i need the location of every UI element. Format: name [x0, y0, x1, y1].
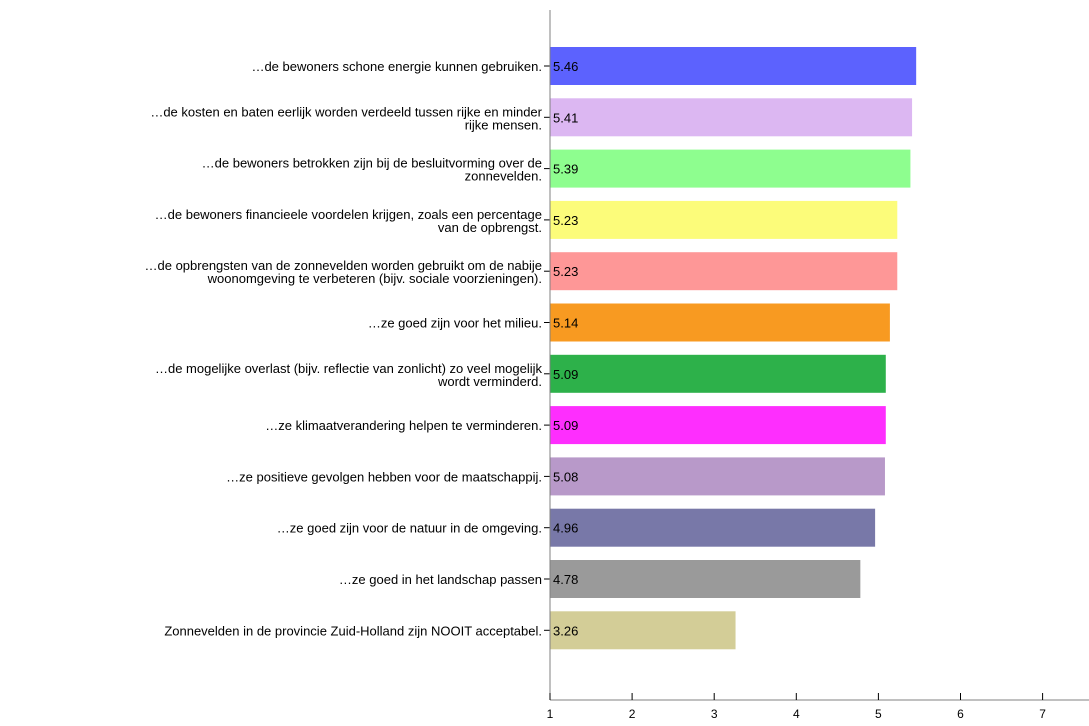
value-label-10: 4.96	[553, 521, 578, 536]
bar-8	[550, 406, 886, 445]
x-tick-label-7: 7	[1039, 707, 1046, 721]
category-label-3: …de bewoners betrokken zijn bij de beslu…	[202, 156, 542, 184]
value-label-7: 5.09	[553, 367, 578, 382]
bar-5	[550, 252, 898, 291]
value-label-6: 5.14	[553, 316, 578, 331]
value-label-2: 5.41	[553, 110, 578, 125]
value-label-9: 5.08	[553, 469, 578, 484]
category-label-12: Zonnevelden in de provincie Zuid-Holland…	[164, 623, 542, 638]
category-label-4: …de bewoners financieele voordelen krijg…	[155, 207, 542, 235]
category-label-line: rijke mensen.	[465, 117, 542, 132]
value-label-8: 5.09	[553, 418, 578, 433]
category-label-11: …ze goed in het landschap passen	[339, 572, 542, 587]
category-label-line: …de bewoners financieele voordelen krijg…	[155, 207, 542, 222]
category-label-9: …ze positieve gevolgen hebben voor de ma…	[226, 469, 542, 484]
value-label-12: 3.26	[553, 623, 578, 638]
category-label-2: …de kosten en baten eerlijk worden verde…	[150, 104, 542, 132]
category-label-line: …de opbrengsten van de zonnevelden worde…	[145, 258, 543, 273]
category-label-1: …de bewoners schone energie kunnen gebru…	[251, 59, 542, 74]
value-label-4: 5.23	[553, 213, 578, 228]
category-label-6: …ze goed zijn voor het milieu.	[368, 316, 542, 331]
bar-12	[550, 611, 736, 650]
category-label-line: woonomgeving te verbeteren (bijv. social…	[207, 271, 542, 286]
category-label-line: …ze positieve gevolgen hebben voor de ma…	[226, 469, 542, 484]
x-axis: 1 2 3 4 5 6 7	[547, 693, 1089, 721]
value-label-5: 5.23	[553, 264, 578, 279]
category-label-line: …ze goed in het landschap passen	[339, 572, 542, 587]
bar-9	[550, 457, 885, 496]
category-label-line: van de opbrengst.	[438, 220, 542, 235]
x-tick-label-2: 2	[629, 707, 636, 721]
bar-2	[550, 98, 913, 137]
category-label-line: …ze goed zijn voor de natuur in de omgev…	[277, 521, 542, 536]
category-label-line: …de bewoners schone energie kunnen gebru…	[251, 59, 542, 74]
category-label-5: …de opbrengsten van de zonnevelden worde…	[145, 258, 543, 286]
bar-1	[550, 47, 917, 85]
category-label-10: …ze goed zijn voor de natuur in de omgev…	[277, 521, 542, 536]
value-label-1: 5.46	[553, 59, 578, 74]
category-label-line: …de bewoners betrokken zijn bij de beslu…	[202, 156, 542, 171]
category-label-line: …ze klimaatverandering helpen te vermind…	[265, 418, 542, 433]
x-tick-label-3: 3	[711, 707, 718, 721]
bar-3	[550, 149, 911, 188]
value-label-11: 4.78	[553, 572, 578, 587]
bar-10	[550, 508, 876, 547]
x-tick-label-1: 1	[547, 707, 554, 721]
category-label-line: zonnevelden.	[465, 169, 542, 184]
category-label-line: …de mogelijke overlast (bijv. reflectie …	[155, 361, 543, 376]
category-label-line: wordt verminderd.	[437, 374, 542, 389]
category-label-line: …de kosten en baten eerlijk worden verde…	[150, 104, 542, 119]
category-label-line: …ze goed zijn voor het milieu.	[368, 316, 542, 331]
category-label-line: Zonnevelden in de provincie Zuid-Holland…	[164, 623, 542, 638]
bars-group	[544, 47, 917, 650]
x-tick-label-6: 6	[957, 707, 964, 721]
value-labels-group: 5.46 5.41 5.39 5.23 5.23 5.14 5.09 5.09 5.08 4.96…	[553, 59, 578, 638]
bar-7	[550, 354, 886, 393]
bar-4	[550, 200, 898, 239]
category-label-7: …de mogelijke overlast (bijv. reflectie …	[155, 361, 543, 389]
bar-6	[550, 303, 890, 342]
bar-11	[550, 560, 861, 598]
category-labels-group: …de bewoners schone energie kunnen gebru…	[145, 59, 543, 638]
x-tick-label-4: 4	[793, 707, 800, 721]
x-tick-label-5: 5	[875, 707, 882, 721]
value-label-3: 5.39	[553, 162, 578, 177]
category-label-8: …ze klimaatverandering helpen te vermind…	[265, 418, 542, 433]
